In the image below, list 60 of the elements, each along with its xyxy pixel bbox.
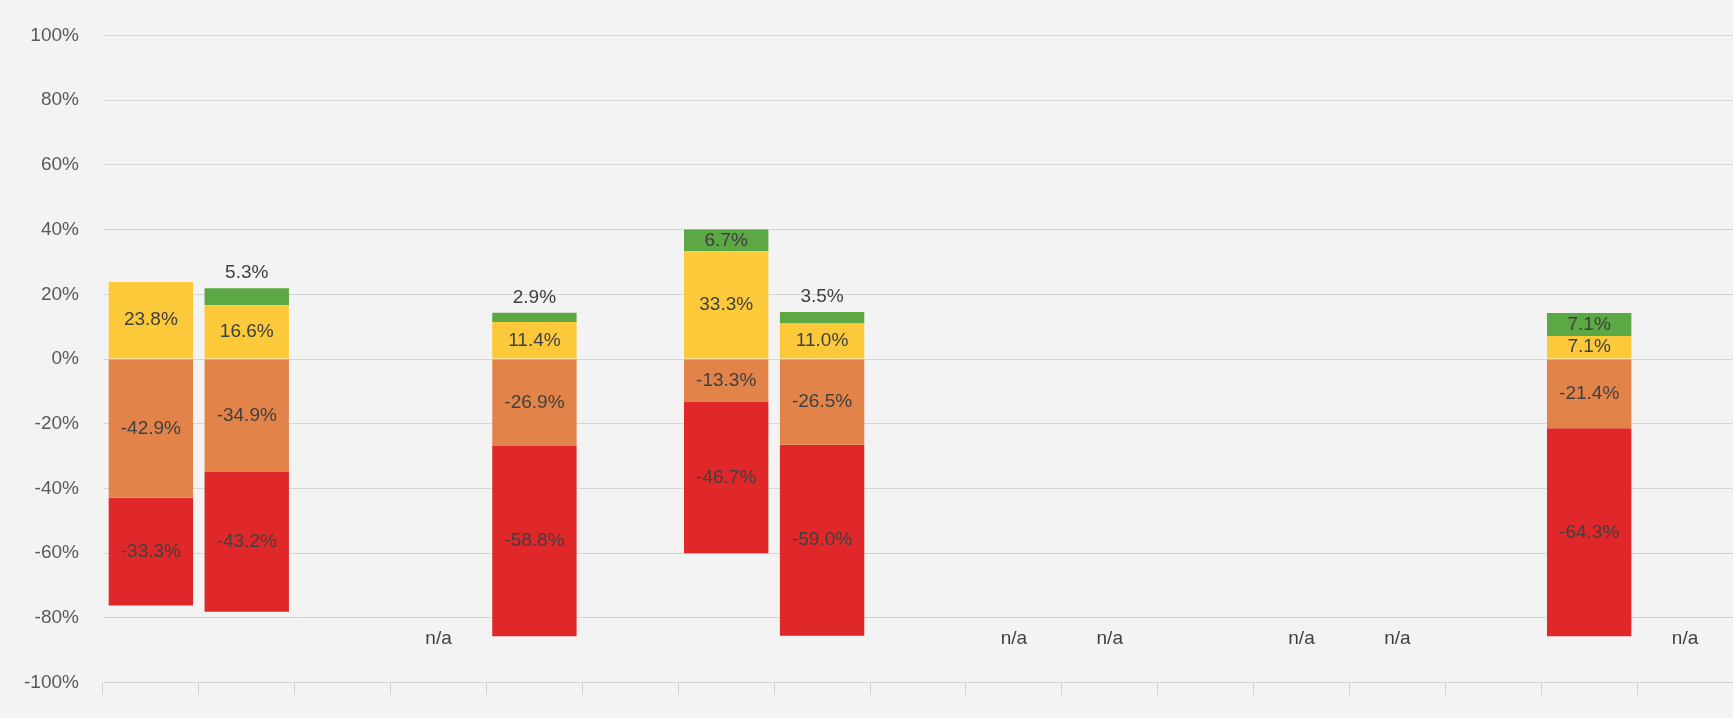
data-label: 7.1% [1567, 335, 1611, 357]
y-tick-label: 0% [51, 347, 80, 369]
data-label: -13.3% [696, 369, 757, 390]
data-label: -42.9% [120, 416, 182, 438]
y-tick-label: 60% [40, 153, 80, 175]
y-tick-label: 100% [30, 23, 80, 45]
y-tick-label: 20% [40, 282, 80, 304]
data-label: -46.7% [696, 465, 757, 487]
bar [779, 359, 865, 445]
bar [1546, 359, 1632, 429]
data-label: 11.4% [508, 328, 561, 350]
bar [684, 402, 769, 554]
y-tick-label: -80% [34, 606, 80, 628]
data-label: 16.6% [219, 320, 274, 342]
bar [1546, 336, 1632, 359]
data-label: -58.8% [504, 529, 565, 551]
bar [492, 312, 577, 323]
bar [779, 444, 865, 636]
bar [492, 359, 577, 447]
y-tick-label: 80% [40, 88, 80, 110]
bar [108, 281, 194, 359]
bar [204, 471, 289, 612]
data-label: -21.4% [1559, 382, 1620, 404]
data-label: 23.8% [123, 308, 178, 330]
bar [204, 359, 289, 472]
text: n/a [1384, 626, 1411, 648]
data-label: 33.3% [699, 293, 754, 315]
bar [108, 359, 194, 498]
data-label: -59.0% [791, 528, 853, 550]
text: n/a [425, 626, 452, 648]
y-tick-label: -100% [24, 670, 80, 692]
data-label: 11.0% [795, 329, 849, 351]
bar [779, 312, 865, 324]
y-tick-label: -20% [34, 411, 80, 433]
bar [684, 251, 769, 359]
data-label: -26.5% [791, 390, 853, 412]
text: n/a [1288, 626, 1315, 648]
data-label: -26.9% [504, 391, 565, 413]
data-label: -64.3% [1559, 520, 1620, 542]
data-label: -33.3% [120, 539, 182, 561]
bar [492, 446, 577, 637]
data-label: -34.9% [216, 403, 277, 425]
data-label: -43.2% [216, 530, 277, 552]
text: n/a [1000, 626, 1028, 648]
bar [204, 288, 289, 306]
y-tick-label: -60% [34, 541, 80, 563]
bar [204, 305, 289, 359]
data-label: 3.5% [800, 285, 844, 307]
data-label: 7.1% [1567, 312, 1611, 334]
text: n/a [1096, 626, 1123, 648]
y-tick-label: -40% [34, 476, 80, 498]
y-tick-label: 40% [40, 217, 80, 239]
text: n/a [1671, 626, 1699, 648]
bar [779, 323, 865, 359]
data-label: 5.3% [225, 261, 269, 283]
data-label: 2.9% [512, 285, 557, 307]
bar [108, 497, 194, 606]
bar [492, 322, 577, 359]
bar [1546, 428, 1632, 637]
data-label: 6.7% [704, 228, 748, 250]
